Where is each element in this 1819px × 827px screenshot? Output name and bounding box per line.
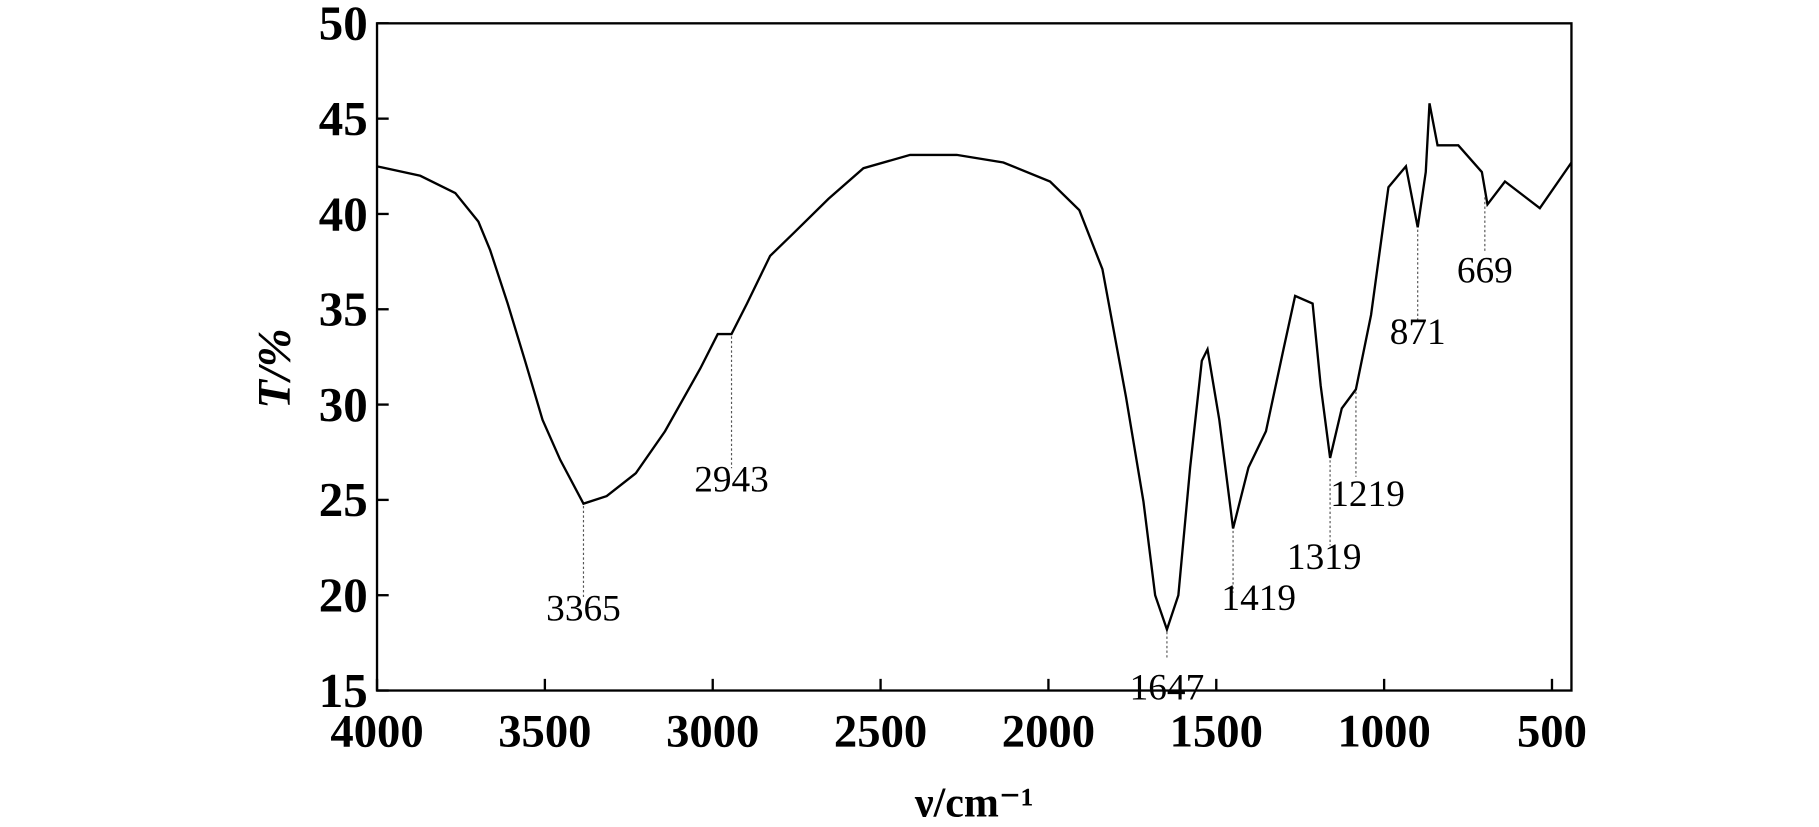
y-tick-label: 45 (319, 91, 368, 146)
annotation-label: 1319 (1287, 537, 1362, 578)
x-tick-label: 1500 (1170, 706, 1263, 758)
y-tick-label: 35 (319, 282, 368, 337)
x-axis-label: ν/cm⁻¹ (914, 781, 1034, 827)
annotation-label: 1219 (1330, 474, 1405, 515)
annotation-label: 1647 (1130, 668, 1205, 709)
x-tick-label: 4000 (330, 706, 423, 758)
x-tick-label: 3500 (498, 706, 591, 758)
y-tick-label: 30 (319, 377, 368, 432)
annotation-label: 2943 (694, 460, 769, 501)
x-tick-label: 2500 (834, 706, 927, 758)
y-tick-label: 40 (319, 186, 368, 241)
annotation-label: 871 (1390, 312, 1446, 353)
x-tick-label: 3000 (666, 706, 759, 758)
x-tick-label: 2000 (1002, 706, 1095, 758)
annotation-label: 1419 (1221, 578, 1296, 619)
y-tick-label: 20 (319, 568, 368, 623)
x-tick-label: 1000 (1337, 706, 1430, 758)
annotation-label: 3365 (546, 588, 621, 629)
plot-frame (375, 22, 1573, 692)
y-tick-label: 50 (319, 0, 368, 51)
y-tick-label: 15 (319, 663, 368, 718)
spectrum-line (376, 103, 1573, 634)
y-tick-label: 25 (319, 472, 368, 527)
annotation-label: 669 (1457, 250, 1513, 291)
y-axis-label: T/% (249, 328, 301, 408)
x-tick-label: 500 (1517, 706, 1587, 758)
